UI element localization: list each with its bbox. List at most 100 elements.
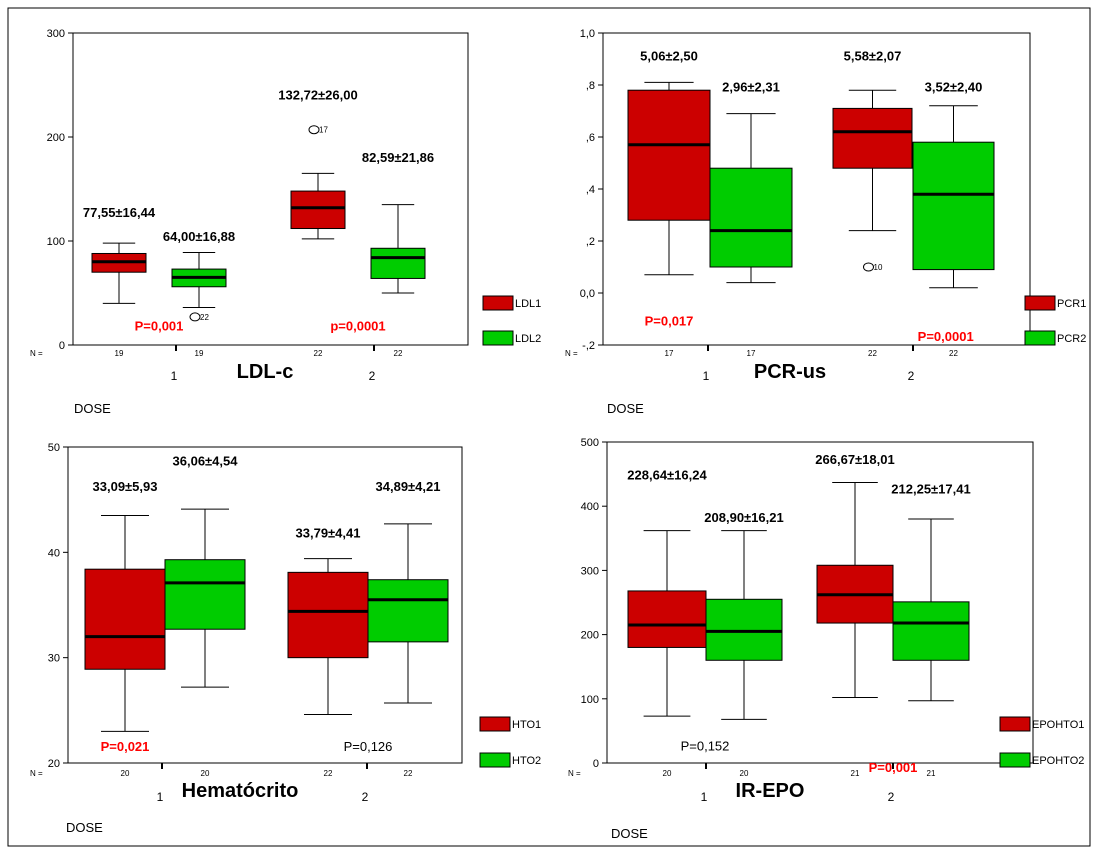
chart-title: LDL-c <box>237 361 294 383</box>
annotation-label: 228,64±16,24 <box>627 467 707 482</box>
box-epohto2-group-1 <box>705 598 783 661</box>
x-axis-label: DOSE <box>611 826 648 841</box>
box-pcr1-group-2 <box>832 107 913 169</box>
y-tick-label: 0 <box>593 758 599 770</box>
box-pcr2-group-2 <box>912 141 995 271</box>
box-hto2-group-1 <box>164 559 246 630</box>
outlier-label: 22 <box>200 313 209 322</box>
annotation-label: 34,89±4,21 <box>376 479 441 494</box>
annotation-label: P=0,0001 <box>918 329 974 344</box>
outlier-label: 17 <box>319 126 328 135</box>
n-value-label: 21 <box>851 769 860 778</box>
chart-panel-3: 20 30 40 50 33,09±5,93 36,06±4,54 33,79±4,41 34… <box>30 442 541 835</box>
annotation-label: 5,06±2,50 <box>640 48 698 63</box>
annotation-label: P=0,017 <box>645 314 694 329</box>
plot-frame <box>72 32 469 346</box>
legend-label-epohto2: EPOHTO2 <box>1032 755 1084 767</box>
outlier-point <box>308 125 320 135</box>
y-tick-label: 200 <box>47 132 65 144</box>
n-value-label: 20 <box>121 769 130 778</box>
n-value-label: 20 <box>201 769 210 778</box>
n-value-label: 19 <box>195 349 204 358</box>
n-value-label: 22 <box>314 349 323 358</box>
category-label: 1 <box>701 790 708 804</box>
box-hto1-group-1 <box>84 568 166 670</box>
y-tick-label: 20 <box>48 758 60 770</box>
annotation-label: 77,55±16,44 <box>83 205 156 220</box>
outlier-label: 10 <box>874 263 883 272</box>
legend-label-hto1: HTO1 <box>512 719 541 731</box>
legend-swatch-epohto1 <box>999 716 1031 732</box>
annotation-label: P=0,126 <box>344 739 393 754</box>
n-prefix-label: N = <box>565 349 578 358</box>
y-tick-label: 40 <box>48 547 60 559</box>
n-value-label: 20 <box>740 769 749 778</box>
legend-label-ldl2: LDL2 <box>515 333 541 345</box>
annotation-label: 33,09±5,93 <box>93 479 158 494</box>
category-label: 1 <box>171 369 178 383</box>
legend-swatch-ldl2 <box>482 330 514 346</box>
legend-label-epohto1: EPOHTO1 <box>1032 719 1084 731</box>
legend-swatch-ldl1 <box>482 295 514 311</box>
annotation-label: 5,58±2,07 <box>844 48 902 63</box>
y-tick-label: ,4 <box>586 184 595 196</box>
annotation-label: 33,79±4,41 <box>296 525 361 540</box>
box-epohto2-group-2 <box>892 601 970 661</box>
y-tick-label: 100 <box>47 236 65 248</box>
y-tick-label: 400 <box>581 501 599 513</box>
annotation-label: 2,96±2,31 <box>722 80 780 95</box>
annotation-label: 132,72±26,00 <box>278 87 357 102</box>
n-prefix-label: N = <box>568 769 581 778</box>
chart-title: PCR-us <box>754 361 826 383</box>
x-axis-label: DOSE <box>66 820 103 835</box>
y-tick-label: ,6 <box>586 132 595 144</box>
legend-swatch-hto2 <box>479 752 511 768</box>
category-label: 1 <box>157 790 164 804</box>
y-tick-label: 200 <box>581 630 599 642</box>
box-epohto1-group-1 <box>627 590 707 648</box>
annotation-label: P=0,152 <box>681 738 730 753</box>
n-value-label: 17 <box>665 349 674 358</box>
annotation-label: P=0,021 <box>101 739 150 754</box>
annotation-label: 64,00±16,88 <box>163 229 235 244</box>
n-value-label: 22 <box>324 769 333 778</box>
y-tick-label: 0 <box>59 340 65 352</box>
y-tick-label: 500 <box>581 437 599 449</box>
legend-label-pcr1: PCR1 <box>1057 298 1086 310</box>
legend-label-hto2: HTO2 <box>512 755 541 767</box>
n-value-label: 22 <box>949 349 958 358</box>
x-axis-label: DOSE <box>74 401 111 416</box>
annotation-label: P=0,001 <box>135 318 184 333</box>
y-tick-label: 300 <box>47 28 65 40</box>
annotation-label: 3,52±2,40 <box>925 80 983 95</box>
plot-frame <box>67 446 463 764</box>
category-label: 2 <box>369 369 376 383</box>
legend-label-pcr2: PCR2 <box>1057 333 1086 345</box>
y-tick-label: 100 <box>581 694 599 706</box>
n-value-label: 17 <box>747 349 756 358</box>
annotation-label: p=0,0001 <box>330 318 385 333</box>
y-tick-label: ,2 <box>586 236 595 248</box>
outlier-point <box>863 262 874 272</box>
n-value-label: 21 <box>927 769 936 778</box>
n-value-label: 22 <box>394 349 403 358</box>
chart-title: Hematócrito <box>182 780 299 802</box>
annotation-label: 212,25±17,41 <box>891 482 970 497</box>
box-ldl1-group-2 <box>290 190 346 230</box>
chart-title: IR-EPO <box>736 780 805 802</box>
chart-panel-4: 0 100 200 300 400 500 228,64±16,24 208,90±16,21… <box>568 437 1084 841</box>
category-label: 2 <box>908 369 915 383</box>
category-label: 2 <box>362 790 369 804</box>
chart-panel-2: -,2 0,0 ,2 ,4 ,6 ,8 1,0 10 5,06±2,50 2,96±2,31 5,5… <box>565 28 1086 416</box>
box-pcr1-group-1 <box>627 89 711 221</box>
box-hto1-group-2 <box>287 571 369 659</box>
figure-border <box>7 7 1091 847</box>
n-value-label: 19 <box>115 349 124 358</box>
box-ldl2-group-2 <box>370 247 426 279</box>
box-pcr2-group-1 <box>709 167 793 268</box>
box-hto2-group-2 <box>367 579 449 643</box>
outlier-point <box>189 312 201 322</box>
category-label: 2 <box>888 790 895 804</box>
